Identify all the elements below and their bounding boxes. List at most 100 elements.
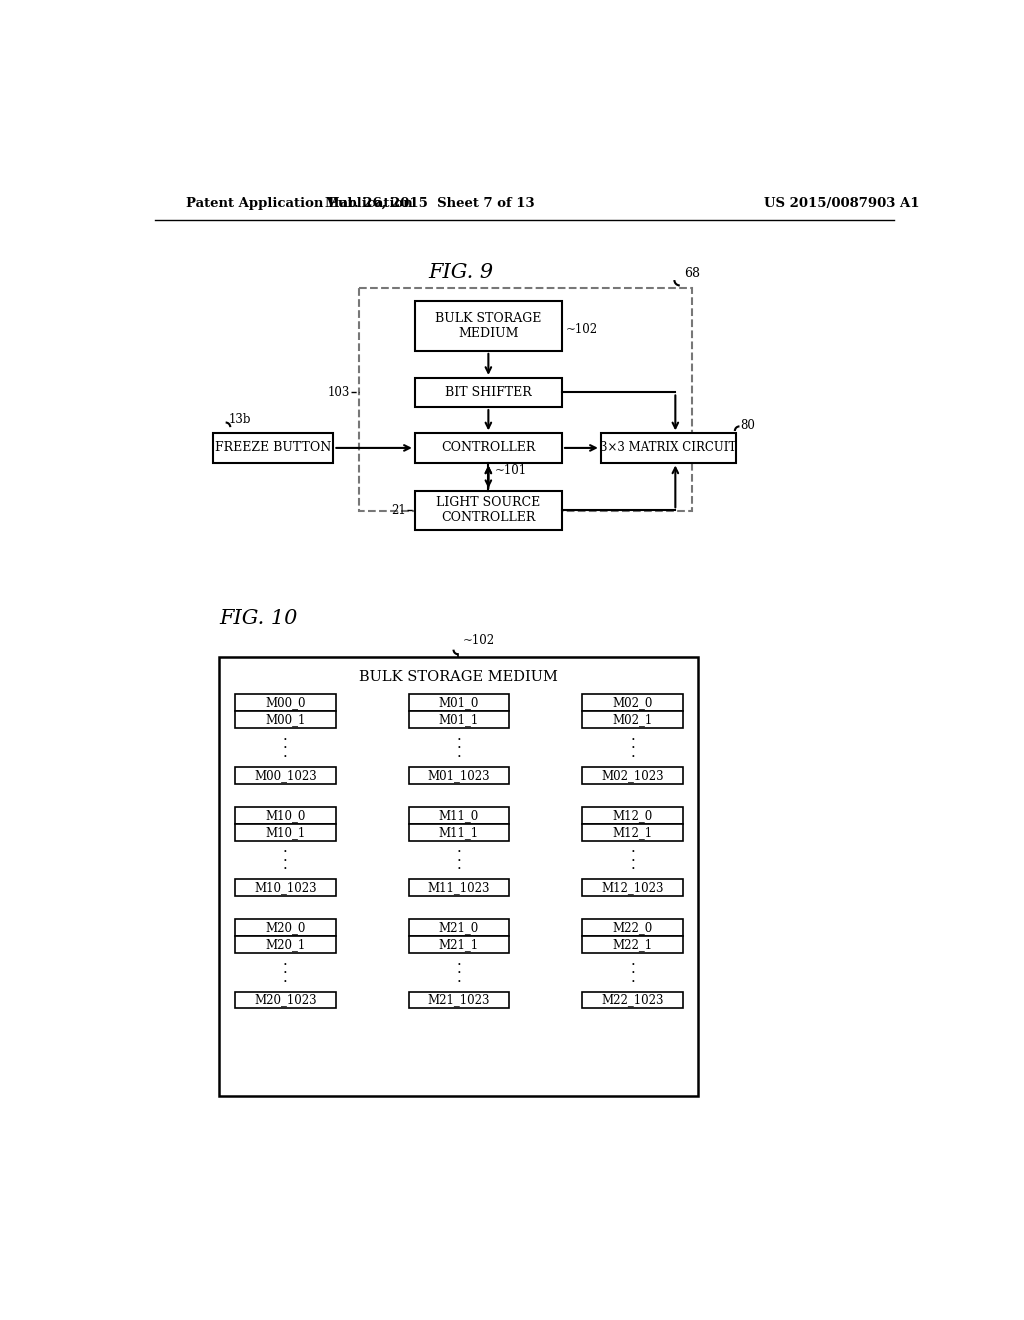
Text: M20_1023: M20_1023	[254, 994, 316, 1007]
Bar	[415, 378, 562, 407]
Text: .: .	[283, 954, 288, 968]
Text: M00_0: M00_0	[265, 696, 305, 709]
Text: Mar. 26, 2015  Sheet 7 of 13: Mar. 26, 2015 Sheet 7 of 13	[326, 197, 536, 210]
Text: M22_1: M22_1	[612, 939, 652, 952]
Text: M22_1023: M22_1023	[601, 994, 664, 1007]
Text: M20_0: M20_0	[265, 921, 305, 935]
Text: .: .	[283, 746, 288, 760]
Text: Patent Application Publication: Patent Application Publication	[186, 197, 413, 210]
Text: .: .	[630, 746, 635, 760]
Text: M01_1: M01_1	[439, 713, 479, 726]
Bar	[601, 433, 736, 462]
Text: ~102: ~102	[566, 323, 598, 337]
Text: ~101: ~101	[495, 463, 526, 477]
Text: 3×3 MATRIX CIRCUIT: 3×3 MATRIX CIRCUIT	[600, 441, 736, 454]
Text: .: .	[283, 850, 288, 863]
Bar	[359, 288, 692, 511]
Bar	[409, 936, 509, 953]
Text: .: .	[283, 858, 288, 873]
Bar	[409, 879, 509, 896]
Text: 103: 103	[328, 385, 349, 399]
Bar	[234, 711, 336, 729]
Text: .: .	[630, 858, 635, 873]
Text: M20_1: M20_1	[265, 939, 305, 952]
Text: M12_1023: M12_1023	[601, 880, 664, 894]
Bar	[583, 711, 683, 729]
Bar	[234, 694, 336, 711]
Bar	[583, 767, 683, 784]
Bar	[219, 657, 698, 1096]
Text: M21_1: M21_1	[439, 939, 479, 952]
Text: M11_1: M11_1	[439, 825, 479, 838]
Text: .: .	[457, 954, 461, 968]
Text: 13b: 13b	[228, 413, 251, 426]
Text: M12_0: M12_0	[612, 809, 652, 822]
Text: M12_1: M12_1	[612, 825, 652, 838]
Text: M11_0: M11_0	[439, 809, 479, 822]
Text: .: .	[457, 729, 461, 743]
Text: .: .	[457, 858, 461, 873]
Text: .: .	[630, 850, 635, 863]
Text: .: .	[457, 962, 461, 977]
Bar	[234, 936, 336, 953]
Bar	[234, 767, 336, 784]
Text: .: .	[630, 729, 635, 743]
Text: 68: 68	[684, 268, 700, 280]
Bar	[234, 807, 336, 824]
Text: .: .	[630, 738, 635, 751]
Text: M11_1023: M11_1023	[428, 880, 490, 894]
Text: M21_0: M21_0	[439, 921, 479, 935]
Bar	[234, 991, 336, 1008]
Text: .: .	[630, 841, 635, 855]
Text: CONTROLLER: CONTROLLER	[441, 441, 536, 454]
Bar	[234, 919, 336, 936]
Text: .: .	[283, 962, 288, 977]
Text: .: .	[283, 738, 288, 751]
Text: .: .	[630, 954, 635, 968]
Text: M02_0: M02_0	[612, 696, 652, 709]
Bar	[409, 919, 509, 936]
Text: US 2015/0087903 A1: US 2015/0087903 A1	[764, 197, 919, 210]
Bar	[583, 919, 683, 936]
Bar	[583, 936, 683, 953]
Text: .: .	[457, 746, 461, 760]
Text: M02_1023: M02_1023	[601, 768, 664, 781]
Text: M10_1: M10_1	[265, 825, 305, 838]
Bar	[583, 824, 683, 841]
Text: M00_1023: M00_1023	[254, 768, 316, 781]
Text: BIT SHIFTER: BIT SHIFTER	[445, 385, 531, 399]
Text: LIGHT SOURCE
CONTROLLER: LIGHT SOURCE CONTROLLER	[436, 496, 541, 524]
Bar	[415, 301, 562, 351]
Text: .: .	[283, 729, 288, 743]
Text: .: .	[630, 962, 635, 977]
Text: ~102: ~102	[463, 634, 495, 647]
Text: M00_1: M00_1	[265, 713, 305, 726]
Bar	[409, 807, 509, 824]
Bar	[583, 807, 683, 824]
Text: M21_1023: M21_1023	[428, 994, 490, 1007]
Text: .: .	[283, 970, 288, 985]
Text: M10_1023: M10_1023	[254, 880, 316, 894]
Bar	[409, 824, 509, 841]
Bar	[409, 711, 509, 729]
Bar	[234, 824, 336, 841]
Text: .: .	[457, 970, 461, 985]
Text: .: .	[283, 841, 288, 855]
Bar	[234, 879, 336, 896]
Text: .: .	[457, 738, 461, 751]
Text: M01_1023: M01_1023	[428, 768, 490, 781]
Bar	[583, 694, 683, 711]
Text: 80: 80	[740, 418, 755, 432]
Text: M01_0: M01_0	[438, 696, 479, 709]
Text: .: .	[630, 970, 635, 985]
Bar	[415, 491, 562, 529]
Bar	[409, 767, 509, 784]
Text: .: .	[457, 841, 461, 855]
Text: M02_1: M02_1	[612, 713, 652, 726]
Text: 21: 21	[391, 504, 406, 517]
Text: .: .	[457, 850, 461, 863]
Bar	[583, 879, 683, 896]
Bar	[213, 433, 334, 462]
Text: BULK STORAGE
MEDIUM: BULK STORAGE MEDIUM	[435, 312, 542, 339]
Text: FIG. 10: FIG. 10	[219, 610, 298, 628]
